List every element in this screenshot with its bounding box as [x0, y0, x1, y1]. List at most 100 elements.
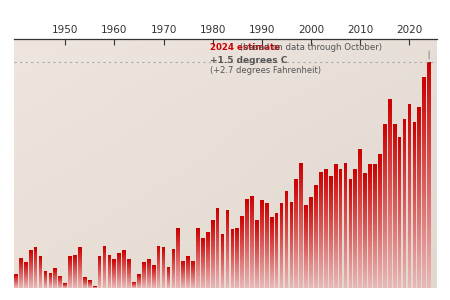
Bar	[230, 251, 234, 253]
Bar	[314, 239, 318, 241]
Bar	[127, 276, 131, 277]
Bar	[235, 242, 239, 243]
Bar	[245, 250, 249, 252]
Bar	[403, 153, 406, 156]
Bar	[378, 181, 382, 183]
Bar	[344, 236, 347, 238]
Bar	[324, 217, 328, 219]
Bar	[68, 263, 72, 264]
Bar	[265, 219, 269, 220]
Bar	[225, 283, 230, 285]
Bar	[280, 242, 284, 244]
Bar	[29, 279, 32, 280]
Bar	[383, 169, 387, 173]
Bar	[216, 227, 220, 229]
Bar	[329, 212, 333, 214]
Bar	[230, 244, 234, 246]
Bar	[428, 188, 431, 193]
Bar	[162, 274, 165, 275]
Bar	[78, 280, 82, 281]
Bar	[358, 249, 362, 252]
Bar	[171, 275, 175, 276]
Bar	[408, 108, 411, 111]
Bar	[363, 235, 367, 238]
Bar	[103, 247, 106, 248]
Bar	[250, 275, 254, 277]
Bar	[216, 243, 220, 245]
Bar	[418, 114, 421, 118]
Bar	[103, 273, 106, 274]
Bar	[423, 262, 426, 267]
Bar	[299, 240, 303, 243]
Bar	[413, 152, 416, 155]
Bar	[235, 282, 239, 283]
Bar	[408, 196, 411, 200]
Bar	[368, 164, 372, 167]
Bar	[147, 264, 151, 265]
Bar	[344, 230, 347, 233]
Bar	[324, 228, 328, 231]
Bar	[289, 238, 293, 240]
Bar	[393, 281, 396, 285]
Bar	[211, 261, 215, 262]
Bar	[108, 262, 111, 263]
Bar	[29, 268, 32, 269]
Bar	[314, 268, 318, 269]
Bar	[19, 287, 23, 288]
Bar	[250, 236, 254, 238]
Bar	[201, 243, 205, 244]
Bar	[230, 286, 234, 287]
Bar	[294, 262, 298, 264]
Bar	[147, 273, 151, 274]
Bar	[117, 280, 121, 281]
Bar	[230, 284, 234, 286]
Bar	[285, 282, 288, 284]
Bar	[29, 262, 32, 263]
Bar	[127, 270, 131, 271]
Bar	[329, 199, 333, 201]
Bar	[275, 270, 279, 272]
Bar	[324, 224, 328, 226]
Bar	[68, 260, 72, 261]
Bar	[408, 229, 411, 233]
Bar	[117, 258, 121, 259]
Bar	[201, 274, 205, 275]
Bar	[329, 223, 333, 226]
Bar	[270, 217, 274, 218]
Bar	[344, 243, 347, 245]
Bar	[240, 224, 244, 226]
Bar	[299, 180, 303, 183]
Bar	[103, 259, 106, 260]
Bar	[275, 243, 279, 244]
Bar	[206, 249, 210, 250]
Bar	[349, 281, 352, 284]
Bar	[275, 235, 279, 237]
Bar	[68, 267, 72, 268]
Bar	[206, 248, 210, 249]
Bar	[29, 256, 32, 257]
Bar	[344, 280, 347, 283]
Bar	[368, 209, 372, 211]
Bar	[196, 242, 200, 243]
Bar	[413, 205, 416, 208]
Bar	[378, 200, 382, 202]
Bar	[171, 262, 175, 263]
Bar	[44, 278, 47, 279]
Bar	[206, 236, 210, 237]
Bar	[147, 280, 151, 281]
Bar	[186, 279, 190, 280]
Bar	[201, 269, 205, 270]
Bar	[289, 240, 293, 242]
Bar	[275, 276, 279, 278]
Bar	[418, 252, 421, 255]
Bar	[186, 286, 190, 287]
Bar	[383, 212, 387, 216]
Bar	[280, 261, 284, 262]
Bar	[176, 268, 180, 269]
Bar	[171, 250, 175, 251]
Bar	[49, 273, 52, 274]
Bar	[201, 252, 205, 253]
Bar	[334, 278, 338, 280]
Bar	[211, 242, 215, 243]
Bar	[428, 202, 431, 206]
